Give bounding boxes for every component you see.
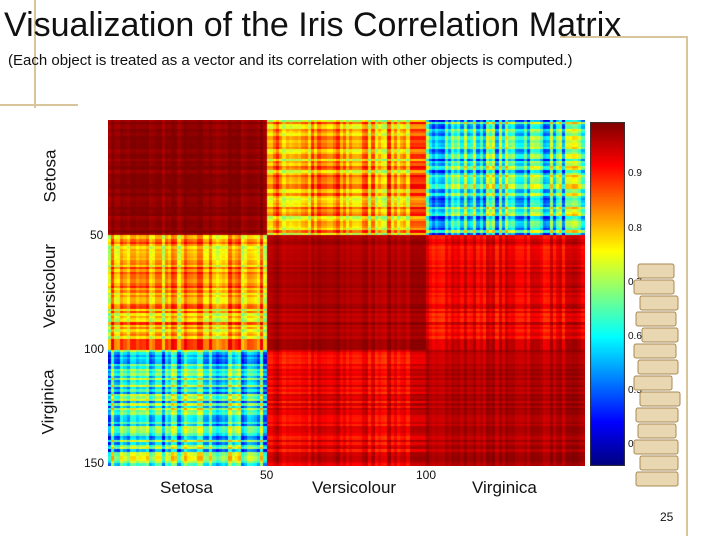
col-tick-100: 100 (416, 468, 437, 482)
colorbar-tick-0.5: 0.5 (628, 385, 642, 396)
row-label-setosa: Setosa (40, 149, 60, 203)
colorbar (590, 122, 625, 466)
colorbar-tick-0.8: 0.8 (628, 223, 642, 234)
col-label-virginica: Virginica (472, 478, 537, 497)
col-label-versicolour: Versicolour (312, 478, 397, 497)
slide-subtitle: (Each object is treated as a vector and … (8, 52, 573, 69)
decor-horizontal-line (0, 104, 78, 106)
row-tick-100: 100 (84, 342, 105, 356)
page-number: 25 (660, 510, 674, 524)
row-tick-50: 50 (90, 228, 104, 242)
correlation-heatmap (108, 120, 585, 466)
decor-vertical-line (34, 0, 36, 108)
books-decoration-icon (633, 263, 681, 487)
col-tick-50: 50 (260, 468, 274, 482)
colorbar-tick-0.6: 0.6 (628, 331, 642, 342)
row-label-virginica: Virginica (38, 369, 58, 435)
col-label-setosa: Setosa (160, 478, 213, 497)
slide-title: Visualization of the Iris Correlation Ma… (4, 6, 622, 44)
row-tick-150: 150 (84, 456, 105, 470)
colorbar-tick-0.9: 0.9 (628, 168, 642, 179)
decor-right-line (686, 36, 688, 536)
decor-top-line (560, 36, 688, 38)
row-label-versicolour: Versicolour (40, 243, 60, 329)
